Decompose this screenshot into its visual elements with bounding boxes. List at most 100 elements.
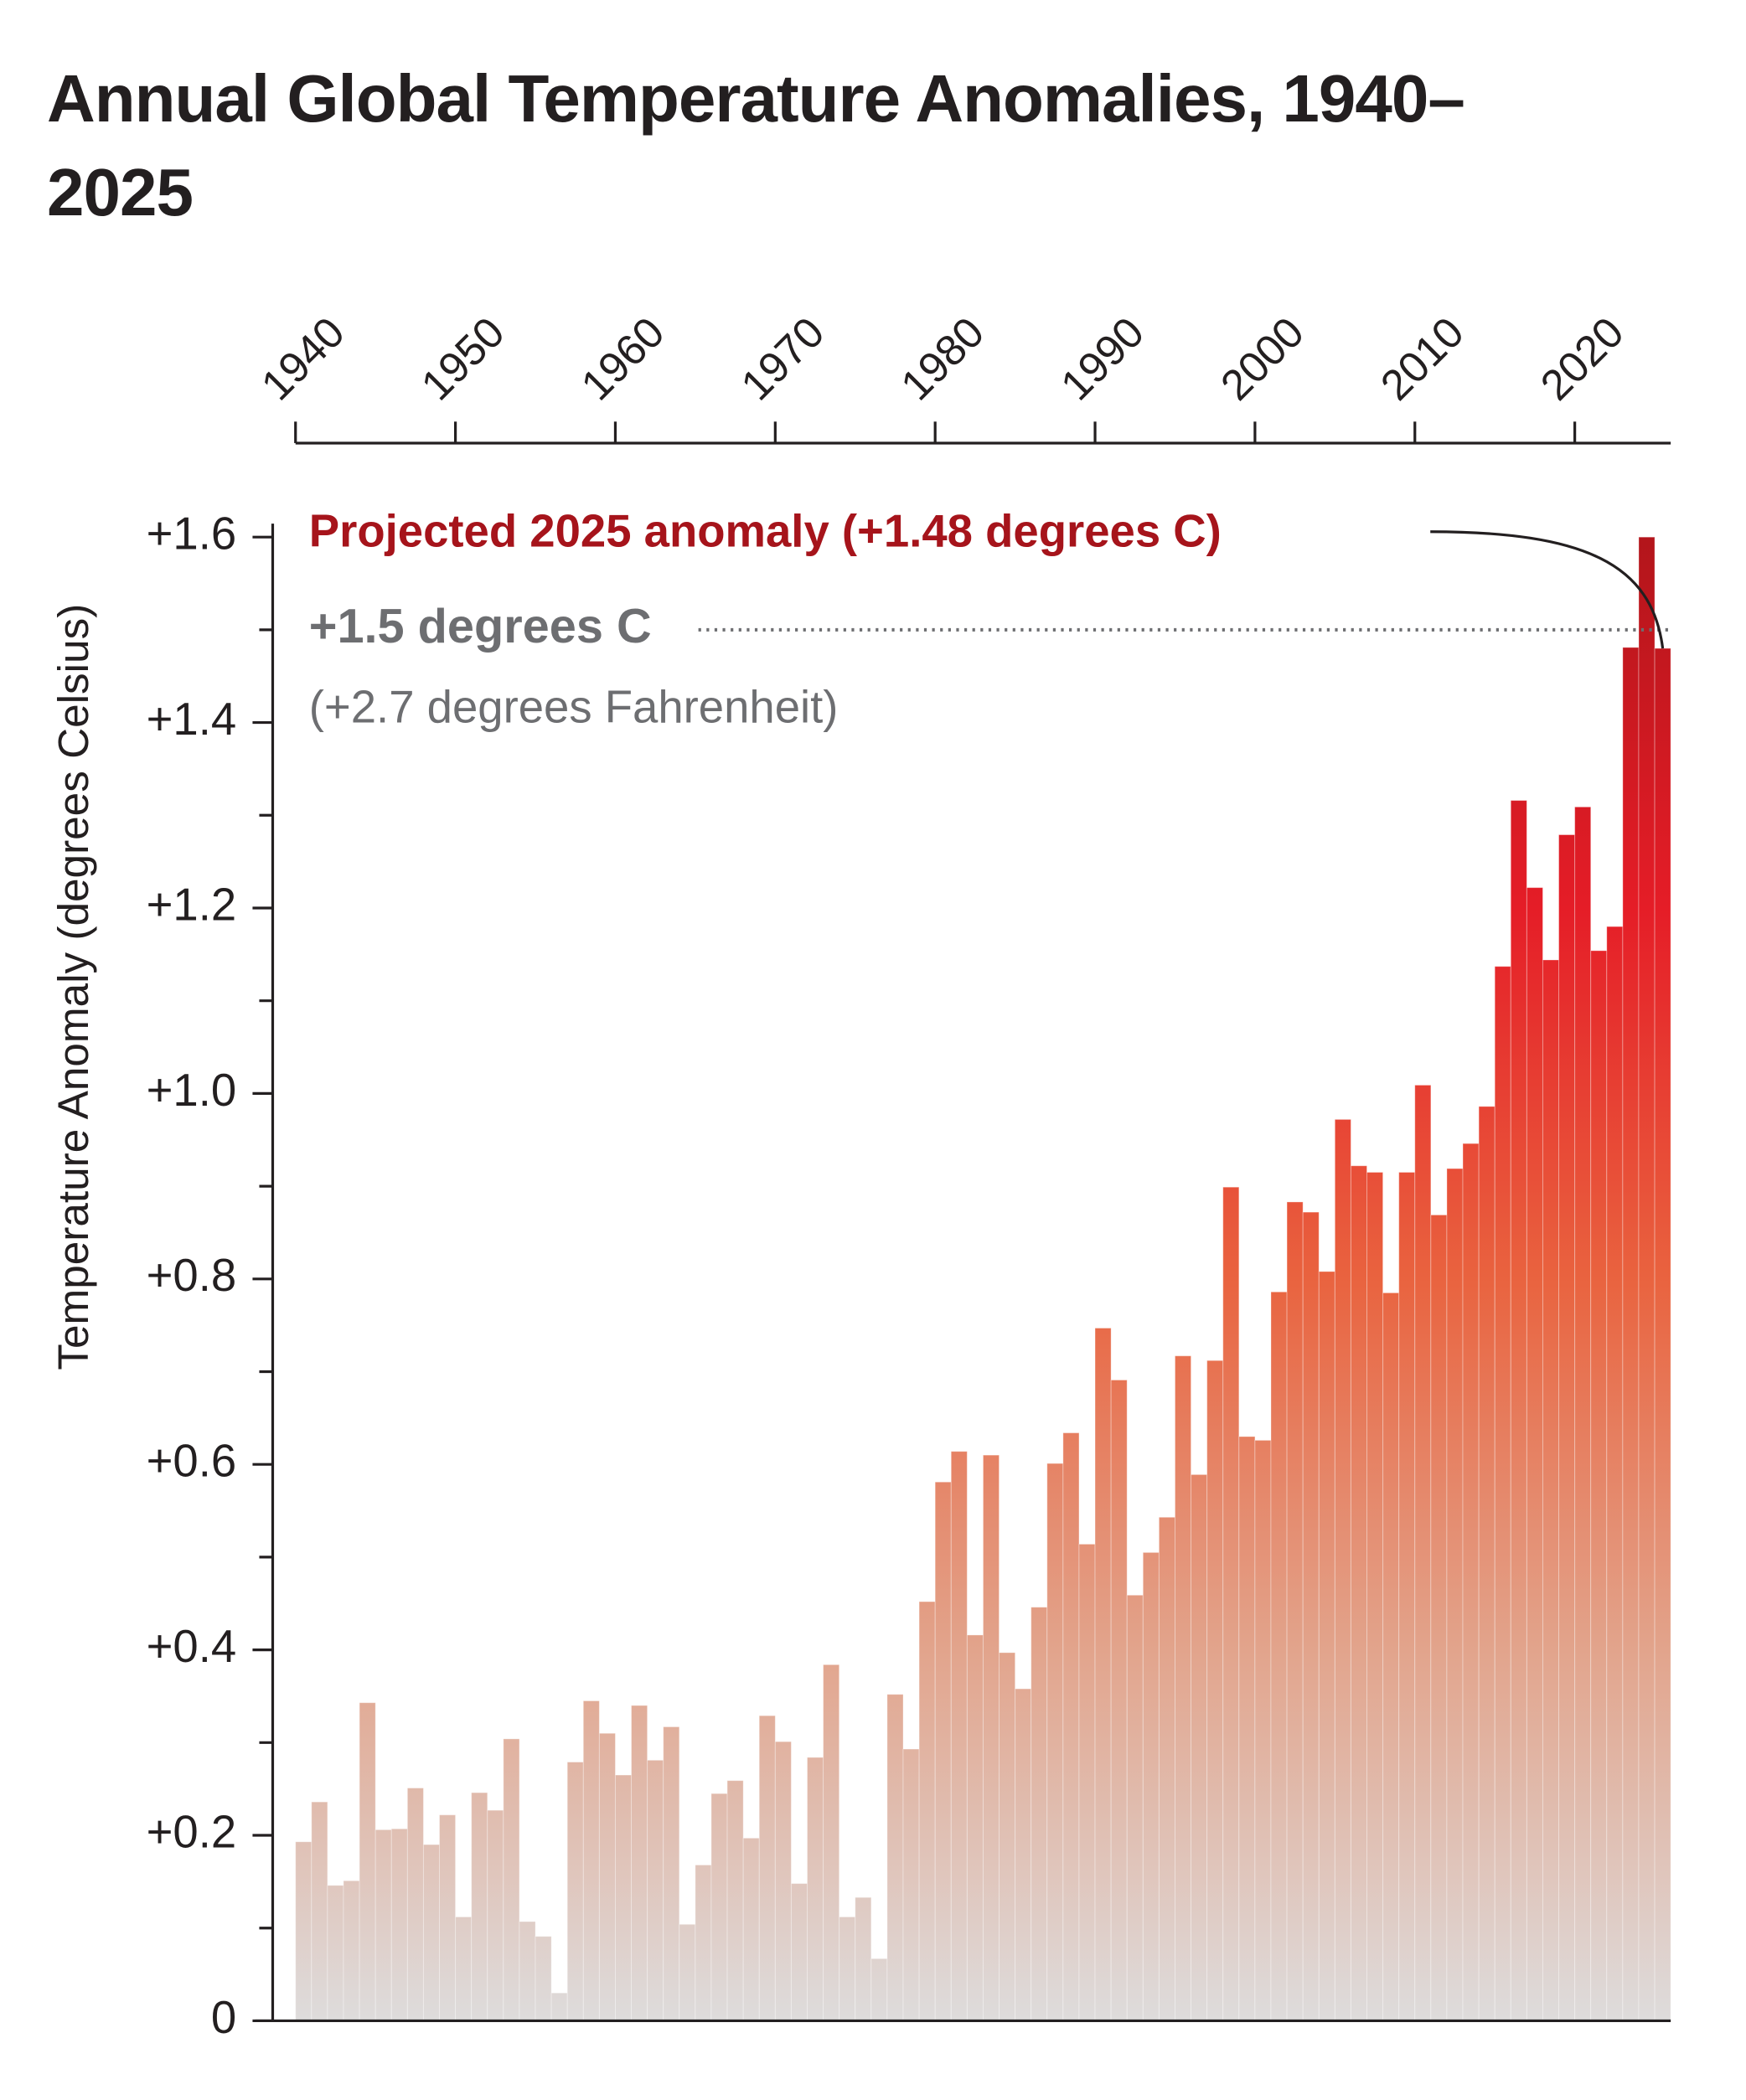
bar <box>471 1792 488 2021</box>
bar <box>1382 1292 1400 2021</box>
bar <box>855 1896 872 2021</box>
bar <box>1478 1106 1495 2021</box>
bar <box>999 1652 1016 2021</box>
bar <box>1270 1291 1288 2021</box>
bar <box>439 1814 457 2021</box>
bar <box>550 1992 568 2021</box>
bar <box>1142 1551 1160 2021</box>
bar <box>1110 1379 1128 2021</box>
bar <box>519 1921 536 2021</box>
reference-sublabel: (+2.7 degrees Fahrenheit) <box>309 681 839 732</box>
bar <box>311 1801 328 2021</box>
bar <box>695 1864 712 2021</box>
bar <box>982 1454 1000 2021</box>
bar <box>422 1844 440 2021</box>
bar <box>359 1702 376 2021</box>
bar <box>327 1885 344 2021</box>
bar <box>647 1759 664 2021</box>
bar <box>1350 1165 1367 2021</box>
chart-title: Annual Global Temperature Anomalies, 194… <box>47 61 1465 230</box>
bar <box>1654 648 1671 2021</box>
y-tick-label: +1.4 <box>147 694 237 745</box>
y-tick-label: +1.2 <box>147 879 237 930</box>
bar <box>902 1748 920 2021</box>
x-tick-label: 2010 <box>1371 308 1473 410</box>
bar <box>1078 1543 1096 2021</box>
bar <box>807 1757 824 2021</box>
x-tick-label: 1960 <box>572 308 674 410</box>
bar <box>535 1936 552 2021</box>
y-tick-label: +0.6 <box>147 1436 237 1487</box>
bar <box>375 1829 392 2021</box>
bar <box>1286 1201 1304 2021</box>
bar <box>1334 1118 1351 2021</box>
bar <box>1015 1688 1032 2021</box>
bar <box>679 1923 696 2021</box>
bar <box>1510 800 1527 2021</box>
y-tick-label: +0.8 <box>147 1250 237 1301</box>
x-tick-label: 1970 <box>732 308 834 410</box>
bar <box>886 1694 904 2021</box>
bar <box>1366 1172 1384 2021</box>
bar <box>1318 1271 1335 2021</box>
bar <box>1414 1084 1432 2021</box>
bar <box>950 1451 968 2021</box>
bar <box>406 1788 424 2021</box>
x-tick-label: 2000 <box>1211 308 1313 410</box>
bar <box>1494 966 1511 2021</box>
bar <box>1302 1211 1320 2021</box>
bar <box>455 1916 473 2021</box>
bar <box>343 1880 360 2021</box>
bar <box>1398 1172 1416 2021</box>
bar <box>1222 1186 1240 2021</box>
annotation-leader <box>1430 530 1665 649</box>
y-tick-label: +1.6 <box>147 508 237 560</box>
x-tick-label: 1950 <box>412 308 514 410</box>
x-tick-label: 1990 <box>1051 308 1153 410</box>
bar <box>823 1664 840 2021</box>
bar <box>1191 1473 1208 2021</box>
bar <box>710 1793 728 2021</box>
bar <box>631 1705 648 2021</box>
y-axis-title: Temperature Anomaly (degrees Celsius) <box>49 604 97 1370</box>
bar <box>1031 1607 1048 2021</box>
bar <box>1590 950 1608 2021</box>
x-tick-label: 2020 <box>1532 308 1633 410</box>
bar <box>870 1958 888 2021</box>
bar <box>839 1916 856 2021</box>
bar <box>598 1732 616 2021</box>
bar <box>1462 1143 1480 2021</box>
annotation: Projected 2025 anomaly (+1.48 degrees C) <box>309 505 1222 556</box>
bar <box>566 1762 584 2021</box>
bar <box>966 1634 984 2021</box>
bar <box>295 1841 313 2021</box>
bar <box>790 1883 808 2021</box>
bar <box>390 1828 408 2021</box>
bar <box>934 1481 952 2021</box>
bar <box>1430 1214 1448 2021</box>
bar <box>614 1774 633 2021</box>
bar <box>918 1601 936 2021</box>
bar <box>1254 1439 1272 2021</box>
reference-label: +1.5 degrees C <box>309 600 652 653</box>
x-tick-label: 1940 <box>252 308 354 410</box>
bar <box>1606 926 1624 2021</box>
bar <box>503 1738 520 2021</box>
bar <box>1446 1168 1464 2021</box>
bar <box>663 1726 680 2021</box>
bar <box>1062 1432 1080 2021</box>
bar <box>1158 1516 1175 2021</box>
bar <box>1238 1436 1256 2021</box>
bar <box>487 1809 504 2021</box>
bar <box>758 1715 776 2021</box>
bar <box>774 1741 792 2021</box>
bar <box>1558 834 1576 2021</box>
bar <box>1574 806 1592 2021</box>
bar <box>1622 647 1640 2021</box>
bar <box>1542 959 1560 2021</box>
bar <box>742 1837 760 2021</box>
bar <box>726 1780 744 2021</box>
bar <box>1174 1355 1192 2021</box>
